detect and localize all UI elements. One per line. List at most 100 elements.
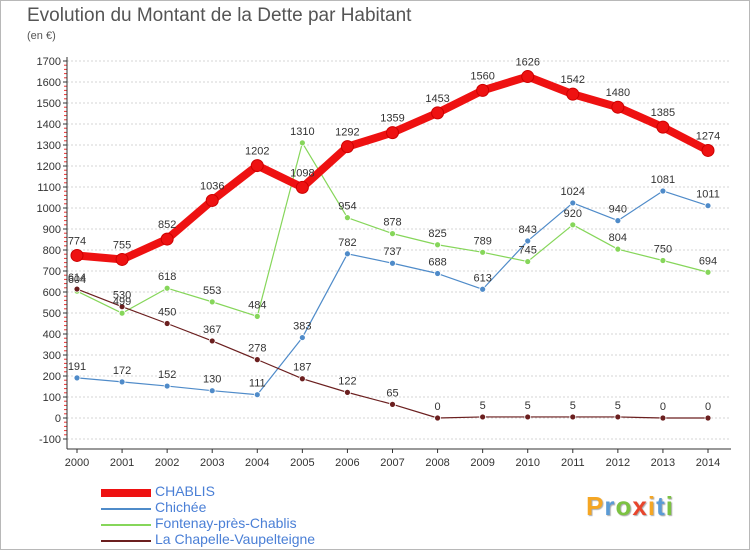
data-label: 530 (113, 290, 131, 302)
data-point (434, 414, 441, 422)
data-label: 278 (248, 343, 266, 355)
y-tick-label: 900 (43, 224, 61, 236)
data-point (569, 199, 577, 207)
x-tick-label: 2007 (380, 457, 404, 469)
data-label: 1385 (651, 107, 675, 119)
data-label: 774 (68, 235, 86, 247)
data-label: 604 (68, 274, 86, 286)
data-label: 1098 (290, 167, 314, 179)
data-point (118, 378, 126, 386)
data-point (389, 259, 396, 267)
data-label: 191 (68, 361, 86, 373)
data-label: 367 (203, 324, 221, 336)
data-point (253, 356, 261, 364)
y-tick-label: 1600 (37, 77, 61, 89)
data-point (524, 237, 532, 245)
x-tick-label: 2013 (651, 457, 675, 469)
legend-label: La Chapelle-Vaupelteigne (155, 531, 316, 547)
data-point (253, 391, 261, 399)
x-tick-label: 2002 (155, 457, 179, 469)
data-label: 688 (428, 257, 446, 269)
data-label: 0 (660, 401, 666, 413)
x-tick-label: 2011 (561, 457, 585, 469)
data-point (205, 193, 219, 207)
data-label: 789 (473, 235, 491, 247)
data-label: 878 (383, 217, 401, 229)
data-point (569, 221, 577, 229)
y-tick-label: 400 (43, 329, 61, 341)
data-point (70, 248, 84, 262)
chart-title: Evolution du Montant de la Dette par Hab… (27, 5, 412, 26)
data-point (704, 268, 712, 276)
data-point (340, 140, 354, 154)
legend-label: Chichée (155, 499, 207, 515)
data-label: 613 (473, 272, 491, 284)
x-tick-label: 2010 (515, 457, 539, 469)
data-point (614, 217, 622, 225)
data-point (73, 285, 81, 293)
data-point (73, 374, 81, 382)
data-label: 499 (113, 296, 131, 308)
data-label: 843 (519, 224, 537, 236)
data-label: 755 (113, 239, 131, 251)
legend-label: Fontenay-près-Chablis (155, 515, 297, 531)
logo-letter: P (586, 491, 605, 521)
data-point (208, 337, 216, 345)
data-label: 130 (203, 374, 221, 386)
y-tick-label: 1200 (37, 161, 61, 173)
logo-letter: o (615, 491, 633, 521)
data-point (704, 414, 712, 422)
x-tick-label: 2012 (606, 457, 630, 469)
data-label: 694 (699, 255, 717, 267)
data-label: 618 (158, 271, 176, 283)
data-label: 5 (615, 400, 621, 412)
x-tick-label: 2001 (110, 457, 134, 469)
data-point (524, 413, 532, 421)
data-label: 782 (338, 237, 356, 249)
data-point (163, 382, 171, 390)
data-label: 1081 (651, 174, 675, 186)
data-label: 745 (519, 245, 537, 257)
data-label: 940 (609, 204, 627, 216)
x-tick-label: 2006 (335, 457, 359, 469)
data-label: 920 (564, 208, 582, 220)
data-point (386, 126, 399, 140)
data-label: 1202 (245, 146, 269, 158)
data-label: 852 (158, 219, 176, 231)
data-label: 804 (609, 232, 627, 244)
y-tick-label: 1000 (37, 203, 61, 215)
legend-swatch (101, 508, 151, 510)
data-point (434, 270, 441, 277)
logo-letter: r (604, 491, 616, 521)
unit-label: (en €) (27, 30, 56, 42)
y-tick-label: 1500 (37, 98, 61, 110)
x-tick-label: 2003 (200, 457, 224, 469)
data-label: 172 (113, 365, 131, 377)
data-point (566, 87, 580, 101)
data-label: 65 (386, 387, 398, 399)
data-label: 5 (525, 400, 531, 412)
x-tick-label: 2000 (65, 457, 89, 469)
data-label: 1542 (561, 74, 585, 86)
x-tick-label: 2009 (470, 457, 494, 469)
x-tick-label: 2008 (425, 457, 449, 469)
data-point (298, 139, 306, 147)
y-tick-label: 0 (55, 413, 61, 425)
data-label: 5 (480, 400, 486, 412)
data-label: 825 (428, 228, 446, 240)
y-tick-label: 200 (43, 371, 61, 383)
data-label: 750 (654, 244, 672, 256)
data-label: 737 (383, 246, 401, 258)
data-point (659, 257, 667, 264)
data-label: 954 (338, 201, 356, 213)
data-point (434, 241, 441, 249)
data-point (163, 284, 171, 292)
data-label: 450 (158, 307, 176, 319)
y-tick-label: 1700 (37, 56, 61, 68)
data-point (476, 83, 490, 97)
data-point (659, 414, 667, 422)
data-point (118, 309, 126, 317)
data-point (298, 334, 306, 341)
data-point (431, 106, 445, 120)
data-label: 484 (248, 299, 266, 311)
